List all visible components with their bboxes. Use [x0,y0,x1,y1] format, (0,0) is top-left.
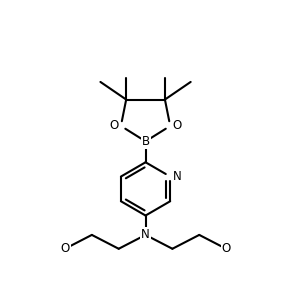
Text: N: N [141,229,150,241]
Text: B: B [141,135,150,148]
Text: O: O [172,120,182,132]
Text: O: O [109,120,119,132]
Text: N: N [173,170,182,183]
Text: O: O [222,242,231,255]
Text: O: O [60,242,70,255]
